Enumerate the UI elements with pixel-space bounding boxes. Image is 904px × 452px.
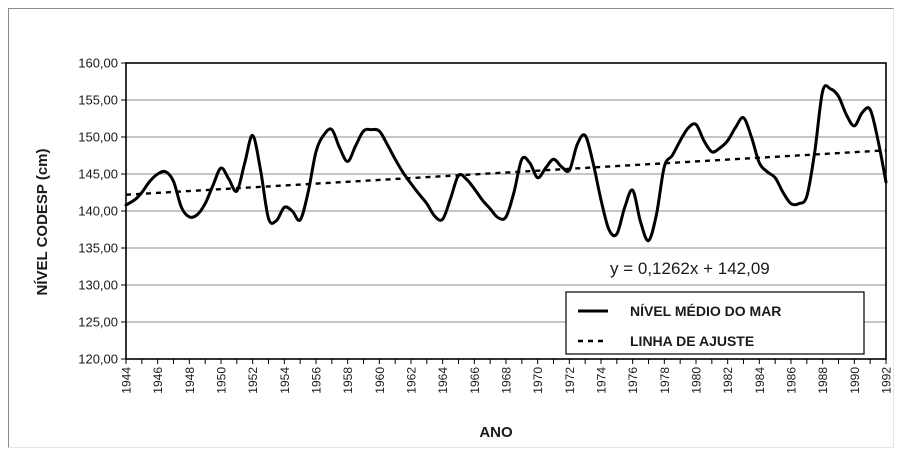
y-tick-label-1: 125,00 (78, 315, 118, 330)
x-tick-label-1: 1946 (151, 367, 165, 394)
x-tick-label-15: 1974 (595, 367, 609, 394)
legend-label-ajuste: LINHA DE AJUSTE (630, 333, 754, 349)
y-tick-label-2: 130,00 (78, 278, 118, 293)
x-tick-label-11: 1966 (468, 367, 482, 394)
x-tick-label-17: 1978 (658, 367, 672, 394)
trend-equation: y = 0,1262x + 142,09 (610, 259, 770, 278)
x-tick-label-21: 1986 (785, 367, 799, 394)
x-tick-label-7: 1958 (341, 367, 355, 394)
x-tick-label-23: 1990 (848, 367, 862, 394)
x-tick-label-9: 1962 (405, 367, 419, 394)
x-tick-label-20: 1984 (753, 367, 767, 394)
x-tick-label-6: 1956 (310, 367, 324, 394)
x-tick-label-4: 1952 (246, 367, 260, 394)
x-tick-label-5: 1954 (278, 367, 292, 394)
y-tick-label-5: 145,00 (78, 167, 118, 182)
y-tick-label-4: 140,00 (78, 204, 118, 219)
x-tick-label-10: 1964 (436, 367, 450, 394)
x-tick-label-12: 1968 (500, 367, 514, 394)
y-tick-label-0: 120,00 (78, 352, 118, 367)
chart-frame (8, 8, 894, 448)
y-axis-ticks: 120,00 125,00 130,00 135,00 140,00 145,00 150,… (78, 56, 126, 367)
x-tick-label-14: 1972 (563, 367, 577, 394)
series-group (124, 84, 888, 243)
x-tick-label-8: 1960 (373, 367, 387, 394)
x-tick-label-24: 1992 (880, 367, 894, 394)
series-linha-de-ajuste (125, 149, 887, 196)
y-tick-label-6: 150,00 (78, 130, 118, 145)
y-tick-label-3: 135,00 (78, 241, 118, 256)
x-tick-label-13: 1970 (531, 367, 545, 394)
legend-label-nivel: NÍVEL MÉDIO DO MAR (630, 303, 781, 319)
y-tick-label-7: 155,00 (78, 93, 118, 108)
x-tick-label-3: 1950 (215, 367, 229, 394)
y-tick-label-8: 160,00 (78, 56, 118, 71)
x-tick-label-2: 1948 (183, 367, 197, 394)
legend: NÍVEL MÉDIO DO MAR LINHA DE AJUSTE (565, 291, 865, 355)
y-axis-title: NÍVEL CODESP (cm) (34, 149, 51, 296)
legend-box (565, 291, 865, 355)
x-axis-title: ANO (479, 424, 513, 441)
x-tick-label-19: 1982 (721, 367, 735, 394)
x-tick-label-0: 1944 (120, 367, 134, 394)
x-tick-label-22: 1988 (816, 367, 830, 394)
x-tick-label-18: 1980 (690, 367, 704, 394)
x-axis-ticks: 1944 1946 1948 1950 1952 1954 1956 1958 1960 1962… (120, 359, 894, 394)
series-nivel-medio-do-mar (124, 84, 888, 243)
x-tick-label-16: 1976 (626, 367, 640, 394)
